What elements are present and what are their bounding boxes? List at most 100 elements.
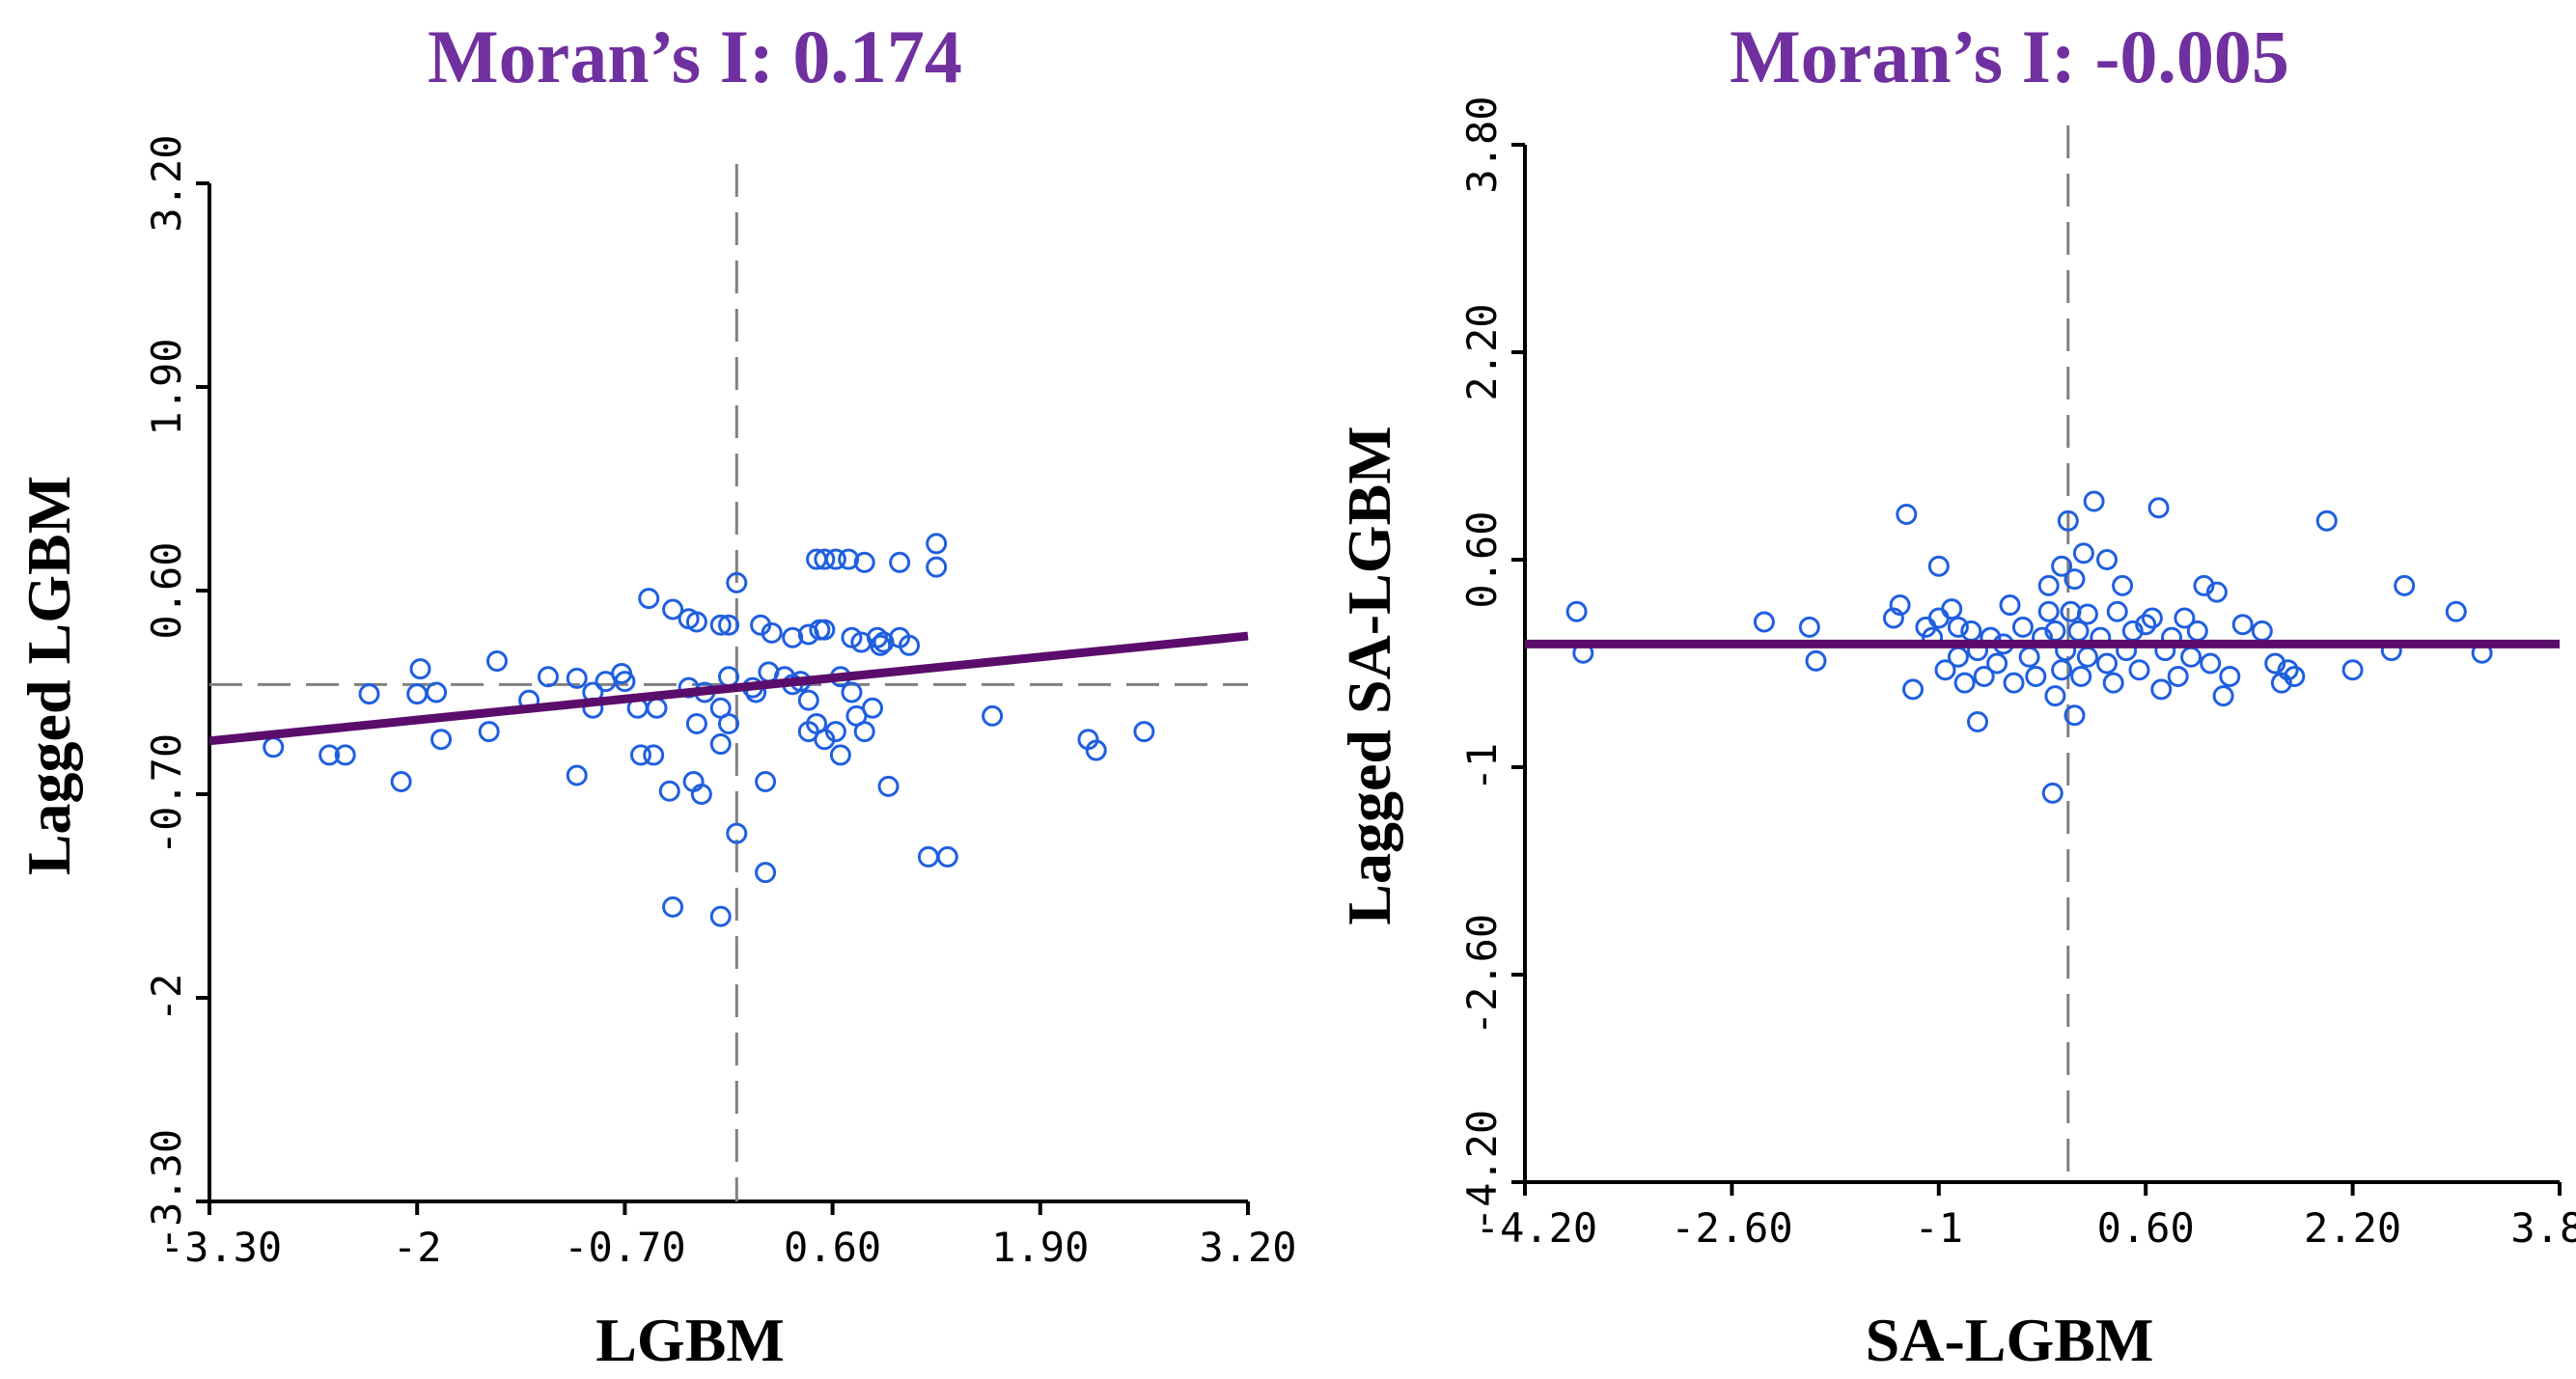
scatter-point <box>926 533 948 555</box>
scatter-point <box>1565 600 1588 622</box>
scatter-point <box>2150 678 2173 701</box>
scatter-point <box>1902 678 1924 701</box>
scatter-point <box>646 697 668 719</box>
scatter-point <box>2264 652 2286 675</box>
scatter-point <box>358 683 380 705</box>
scatter-point <box>334 744 356 766</box>
scatter-point <box>853 721 875 743</box>
scatter-point <box>2147 497 2170 519</box>
scatter-point <box>2219 665 2241 687</box>
scatter-point <box>982 704 1004 727</box>
scatter-point <box>2070 665 2092 687</box>
scatter-point <box>1927 607 1950 629</box>
scatter-point <box>409 658 431 680</box>
scatter-point <box>662 896 684 918</box>
scatter-point <box>430 729 453 751</box>
y-tick-label: 3.80 <box>1458 96 1506 193</box>
x-tick-label: -2 <box>393 1224 442 1271</box>
x-tick-label: -1 <box>1915 1204 1964 1252</box>
scatter-point <box>1798 616 1820 638</box>
x-tick-label: -0.70 <box>564 1224 685 1271</box>
chart-panel-1: Moran’s I: 0.174 -3.30 -2 -0.70 0.60 1.90 3.20… <box>14 14 1297 1374</box>
scatter-point <box>814 548 836 570</box>
scatter-point <box>2106 600 2128 622</box>
scatter-point <box>1986 652 2008 675</box>
scatter-point <box>478 721 500 743</box>
y-tick-label: -2.60 <box>1458 914 1506 1035</box>
chart-title: Moran’s I: 0.174 <box>428 14 962 98</box>
scatter-point <box>1753 611 1775 633</box>
chart-title: Moran’s I: -0.005 <box>1730 14 2289 98</box>
x-tick-label: 2.20 <box>2304 1204 2401 1252</box>
scatter-point <box>2011 616 2034 638</box>
scatter-point <box>899 634 921 656</box>
scatter-point <box>1941 598 1963 621</box>
scatter-point <box>319 744 341 766</box>
scatter-point <box>2394 574 2416 596</box>
scatter-point <box>390 771 412 793</box>
y-tick-label: -3.30 <box>143 1129 190 1251</box>
scatter-point <box>870 634 892 656</box>
scatter-point <box>1133 721 1155 743</box>
x-axis-label: SA-LGBM <box>1866 1306 2154 1374</box>
scatter-point <box>726 822 748 844</box>
scatter-point <box>566 764 588 786</box>
scatter-point <box>2037 600 2060 622</box>
x-tick-label: 3.80 <box>2510 1204 2576 1252</box>
scatter-point <box>838 548 860 570</box>
scatter-point <box>2277 659 2299 681</box>
scatter-point <box>2076 603 2098 625</box>
scatter-point <box>2057 510 2079 532</box>
scatter-point <box>2037 574 2060 596</box>
chart-panel-2: Moran’s I: -0.005 -4.20 -2.60 -1 0.60 2.20 3.8… <box>1335 14 2576 1374</box>
scatter-point <box>718 666 739 688</box>
scatter-point <box>2096 652 2118 675</box>
scatter-point <box>1999 594 2021 617</box>
scatter-point <box>2186 620 2208 642</box>
x-tick-label: 3.20 <box>1199 1224 1296 1271</box>
scatter-point <box>263 736 285 758</box>
scatter-point <box>1947 616 1969 638</box>
scatter-point <box>877 775 900 797</box>
scatter-point <box>2096 549 2118 570</box>
scatter-point <box>566 667 588 689</box>
scatter-point <box>2135 614 2157 636</box>
scatter-point <box>406 683 429 705</box>
scatter-point <box>2231 614 2254 636</box>
scatter-point <box>2018 646 2040 668</box>
scatter-point <box>2102 672 2124 694</box>
scatter-point <box>658 780 680 802</box>
x-axis-label: LGBM <box>596 1306 785 1374</box>
scatter-point <box>1967 710 1988 732</box>
scatter-point <box>1805 649 1827 672</box>
scatter-point <box>2128 659 2150 681</box>
scatter-point <box>2341 659 2364 681</box>
scatter-point <box>2200 652 2222 675</box>
y-tick-label: 3.20 <box>143 134 190 232</box>
scatter-point <box>638 588 660 610</box>
scatter-point <box>782 626 804 648</box>
scatter-point <box>814 619 836 641</box>
scatter-point <box>917 845 939 868</box>
scatter-point <box>2041 782 2064 804</box>
scatter-point <box>537 666 559 688</box>
scatter-point <box>1889 594 1911 617</box>
scatter-point <box>1960 620 1982 642</box>
x-tick-label: -4.20 <box>1476 1204 1597 1252</box>
scatter-point <box>709 733 732 756</box>
scatter-point <box>2051 659 2073 681</box>
scatter-point <box>614 671 636 693</box>
scatter-point <box>718 712 739 734</box>
scatter-point <box>709 905 732 927</box>
y-tick-label: 1.90 <box>143 338 190 435</box>
scatter-point <box>2315 510 2338 532</box>
y-tick-label: -4.20 <box>1458 1110 1506 1231</box>
scatter-point <box>2167 665 2189 687</box>
scatter-point <box>1973 665 1995 687</box>
scatter-point <box>2060 600 2082 622</box>
y-tick-label: 2.20 <box>1458 303 1506 400</box>
scatter-point <box>485 650 508 673</box>
scatter-point <box>2212 685 2234 707</box>
